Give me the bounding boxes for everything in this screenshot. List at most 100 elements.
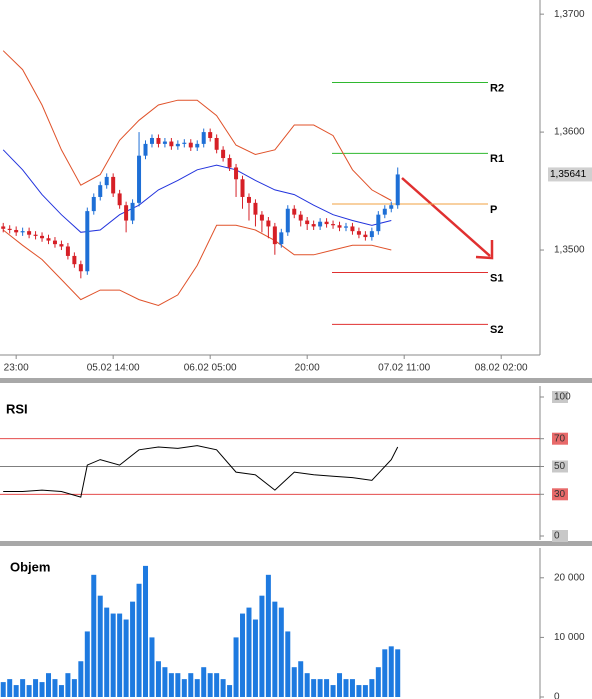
- volume-bar: [162, 667, 168, 697]
- y-tick-label-bg: [552, 460, 568, 473]
- candle-body: [124, 205, 129, 221]
- y-tick-label: 1,3600: [554, 127, 585, 138]
- candle-body: [33, 234, 38, 236]
- candle-body: [285, 208, 290, 233]
- volume-bar: [207, 673, 213, 697]
- candle-body: [324, 221, 329, 225]
- candle-body: [14, 229, 19, 233]
- x-tick-label: 05.02 14:00: [87, 363, 140, 374]
- volume-bar: [7, 679, 13, 697]
- candle-body: [363, 234, 368, 238]
- candle-body: [221, 149, 226, 159]
- x-tick-label: 07.02 11:00: [378, 363, 431, 374]
- pivot-label: R1: [490, 153, 504, 165]
- volume-bar: [46, 673, 52, 697]
- volume-bar: [39, 682, 45, 697]
- candle-body: [298, 214, 303, 221]
- volume-bar: [324, 679, 330, 697]
- y-tick-label: 1,3500: [554, 245, 585, 256]
- volume-bar: [259, 595, 265, 697]
- volume-bar: [343, 679, 349, 697]
- volume-bar: [104, 607, 110, 697]
- panel-separator: [0, 378, 592, 383]
- candle-body: [272, 226, 277, 245]
- y-tick-label-bg: [552, 391, 568, 403]
- pivot-label: R2: [490, 82, 504, 94]
- volume-bar: [311, 679, 317, 697]
- candle-body: [208, 132, 213, 138]
- y-tick-label: 0: [554, 692, 560, 699]
- candle-body: [182, 142, 187, 144]
- volume-bar: [375, 667, 381, 697]
- volume-bar: [395, 649, 401, 697]
- indicator-line: [2, 50, 392, 201]
- volume-bar: [78, 661, 84, 697]
- volume-bar: [278, 607, 284, 697]
- candle-body: [195, 143, 200, 148]
- volume-bar: [388, 646, 394, 697]
- volume-bar: [71, 679, 77, 697]
- candle-body: [46, 238, 51, 241]
- volume-bar: [26, 685, 32, 697]
- candle-body: [311, 224, 316, 227]
- volume-bar: [0, 682, 6, 697]
- x-tick-label: 08.02 02:00: [475, 363, 528, 374]
- volume-bar: [168, 673, 174, 697]
- candle-body: [292, 208, 297, 215]
- candle-body: [149, 137, 154, 144]
- volume-bar: [233, 637, 239, 697]
- volume-bar: [201, 667, 207, 697]
- volume-bar: [252, 619, 258, 697]
- pivot-label: S2: [490, 324, 503, 336]
- volume-bar: [337, 673, 343, 697]
- volume-bar: [246, 607, 252, 697]
- panel-title: Objem: [10, 559, 50, 574]
- candle-body: [130, 202, 135, 221]
- candle-body: [65, 246, 70, 256]
- trend-arrow: [401, 177, 494, 260]
- candle-body: [253, 202, 258, 215]
- candle-body: [111, 176, 116, 194]
- volume-bar: [362, 685, 368, 697]
- candle-body: [78, 264, 83, 272]
- candle-body: [162, 141, 167, 144]
- x-tick-label: 20:00: [295, 363, 320, 374]
- volume-bar: [155, 661, 161, 697]
- panel-separator: [0, 541, 592, 546]
- volume-bar: [291, 667, 297, 697]
- volume-bar: [298, 661, 304, 697]
- candle-body: [52, 240, 57, 245]
- candle-body: [234, 167, 239, 180]
- indicator-line: [2, 149, 392, 233]
- candle-body: [1, 226, 6, 229]
- x-tick-label: 23:00: [4, 363, 29, 374]
- volume-bar: [214, 673, 220, 697]
- volume-bar: [285, 631, 291, 697]
- candle-body: [143, 143, 148, 156]
- candle-body: [59, 244, 64, 247]
- volume-bar: [110, 613, 116, 697]
- volume-bar: [13, 685, 19, 697]
- y-tick-label: 50: [554, 461, 566, 472]
- candle-body: [279, 232, 284, 245]
- candle-body: [259, 214, 264, 221]
- volume-bar: [123, 619, 129, 697]
- volume-bar: [188, 673, 194, 697]
- candle-body: [350, 226, 355, 232]
- pivot-label: P: [490, 204, 497, 216]
- rsi-line: [3, 445, 399, 498]
- candle-body: [246, 196, 251, 203]
- y-tick-label: 0: [554, 531, 560, 542]
- candle-body: [104, 176, 109, 186]
- last-price-label: 1,35641: [550, 169, 587, 180]
- candle-body: [266, 220, 271, 227]
- volume-bar: [369, 679, 375, 697]
- x-tick-label: 06.02 05:00: [184, 363, 237, 374]
- volume-bar: [117, 613, 123, 697]
- pivot-label: S1: [490, 272, 503, 284]
- candle-body: [389, 205, 394, 209]
- volume-bar: [181, 679, 187, 697]
- volume-bar: [304, 673, 310, 697]
